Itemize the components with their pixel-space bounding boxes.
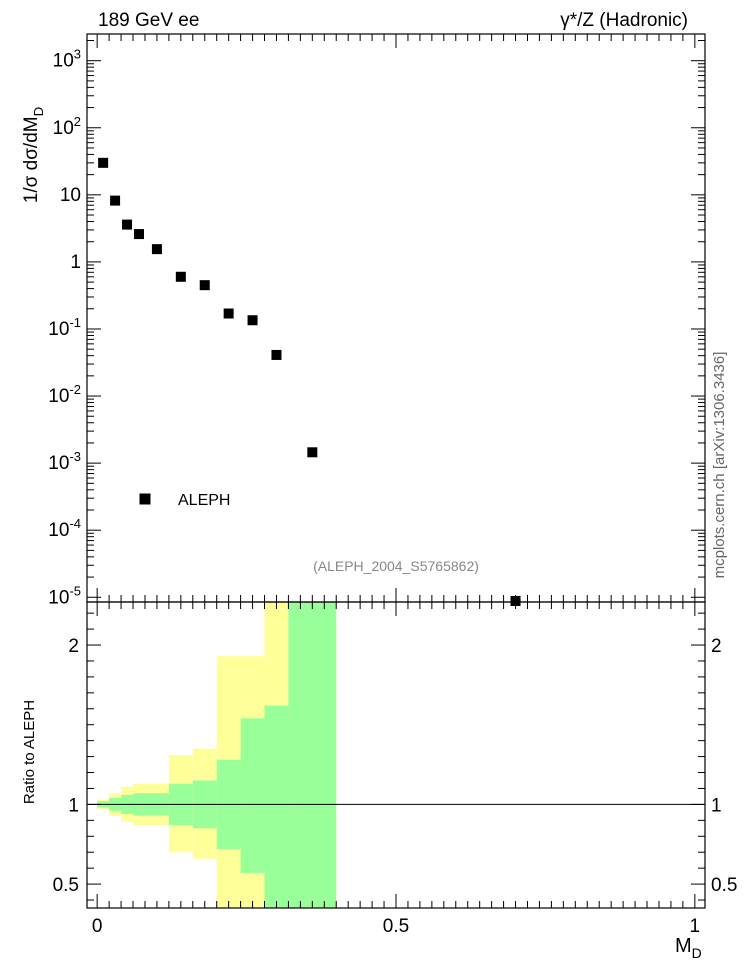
ratio-y-tick-label: 1 xyxy=(68,795,79,816)
legend-marker-aleph xyxy=(139,493,151,505)
y-tick-label: 10 xyxy=(60,185,81,206)
ratio-band-green-bin xyxy=(264,705,289,908)
x-tick-label: 1 xyxy=(690,916,701,937)
main-panel-frame xyxy=(86,33,706,603)
data-point xyxy=(199,280,210,291)
tick-labels: 10-5 10-4 10-3 10-2 10-1 1 10 102 103 0 0.5 1 0.5 0.5… xyxy=(48,47,737,937)
data-point xyxy=(307,447,318,458)
ratio-y-axis-title: Ratio to ALEPH xyxy=(21,700,38,804)
y-tick-label: 102 xyxy=(53,114,81,139)
data-point xyxy=(223,308,234,319)
ratio-y-tick-label: 0.5 xyxy=(53,875,79,896)
data-point xyxy=(271,349,282,360)
data-point xyxy=(151,244,162,255)
header-right-label: γ*/Z (Hadronic) xyxy=(560,10,688,31)
y-tick-label: 10-3 xyxy=(48,449,81,474)
data-point xyxy=(247,315,258,326)
y-tick-label: 10-1 xyxy=(48,315,81,340)
side-credit-label: mcplots.cern.ch [arXiv:1306.3436] xyxy=(711,352,728,579)
data-point xyxy=(110,195,121,206)
data-points xyxy=(98,157,521,606)
data-point xyxy=(175,271,186,282)
ratio-y-tick-label: 2 xyxy=(68,636,79,657)
y-tick-label: 10-4 xyxy=(48,516,81,541)
ratio-y-tick-label-right: 0.5 xyxy=(711,875,737,896)
x-tick-label: 0.5 xyxy=(383,916,409,937)
data-point xyxy=(133,229,144,240)
y-tick-label: 10-2 xyxy=(48,382,81,407)
x-tick-label: 0 xyxy=(92,916,103,937)
ratio-band-green-bin xyxy=(240,718,265,873)
analysis-label: (ALEPH_2004_S5765862) xyxy=(313,558,479,574)
ratio-y-tick-label-right: 1 xyxy=(711,795,722,816)
main-y-axis-title: 1/σ dσ/dMD xyxy=(21,107,46,203)
data-point xyxy=(98,157,109,168)
legend-label-aleph: ALEPH xyxy=(178,492,230,509)
ratio-bands xyxy=(97,602,337,908)
x-axis-title: MD xyxy=(675,935,702,961)
ratio-y-tick-label-right: 2 xyxy=(711,636,722,657)
header-left-label: 189 GeV ee xyxy=(98,10,199,31)
y-tick-label: 1 xyxy=(70,252,81,273)
y-tick-label: 103 xyxy=(53,47,81,72)
data-point xyxy=(122,219,133,230)
y-tick-label: 10-5 xyxy=(48,583,81,608)
ratio-band-green-bin xyxy=(288,602,337,908)
axis-ticks xyxy=(87,34,705,908)
